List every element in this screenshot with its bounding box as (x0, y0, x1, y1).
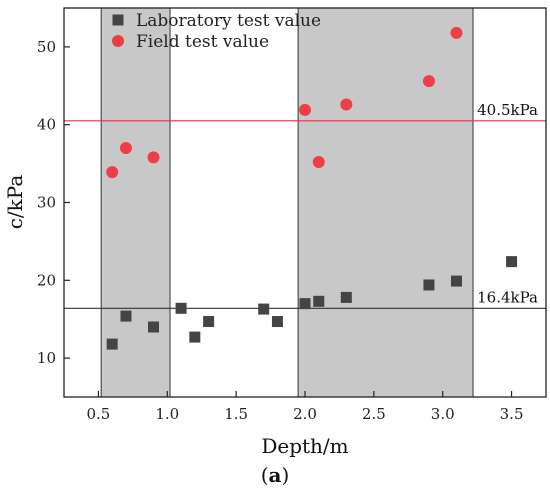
legend-marker-lab-square (112, 14, 124, 26)
reference-line-label-1: 40.5kPa (477, 101, 538, 119)
data-point-field-1 (106, 166, 119, 179)
reference-line-label-2: 16.4kPa (477, 288, 538, 306)
data-point-lab-8 (271, 316, 283, 328)
data-point-lab-1 (106, 338, 118, 350)
caption-close: ) (281, 463, 289, 487)
data-point-field-8 (450, 26, 463, 39)
data-point-lab-14 (506, 256, 518, 268)
caption-open: ( (261, 463, 269, 487)
x-tick-label-1: 0.5 (86, 405, 110, 423)
data-point-lab-6 (203, 316, 215, 328)
data-point-field-2 (119, 142, 132, 155)
legend-label-1: Laboratory test value (136, 11, 321, 31)
data-points (106, 26, 518, 350)
x-axis-title: Depth/m (261, 434, 348, 458)
data-point-lab-10 (313, 295, 325, 307)
shaded-band-2 (297, 7, 474, 398)
x-tick-label-4: 2.0 (293, 405, 317, 423)
y-tick-label-4: 40 (37, 116, 56, 134)
data-point-field-7 (422, 75, 435, 88)
x-tick-label-3: 1.5 (224, 405, 248, 423)
y-axis-ticks: 10 20 30 40 50 (37, 38, 70, 367)
y-tick-label-3: 30 (37, 194, 56, 212)
x-tick-label-5: 2.5 (362, 405, 386, 423)
data-point-lab-13 (450, 275, 462, 287)
data-point-lab-4 (175, 302, 187, 314)
y-tick-label-5: 50 (37, 38, 56, 56)
data-point-field-6 (340, 98, 353, 111)
data-point-lab-9 (299, 298, 311, 310)
x-tick-label-2: 1.0 (155, 405, 179, 423)
figure-caption: (a) (261, 463, 290, 487)
y-tick-label-2: 20 (37, 271, 56, 289)
legend-marker-field-circle (112, 35, 124, 47)
data-point-field-4 (299, 103, 311, 116)
data-point-lab-7 (258, 303, 270, 315)
data-point-lab-11 (340, 291, 352, 303)
y-axis-title: c/kPa (3, 175, 27, 230)
x-axis-ticks: 0.5 1.0 1.5 2.0 2.5 3.0 3.5 (86, 391, 524, 423)
data-point-field-5 (312, 156, 325, 169)
data-point-lab-2 (120, 310, 132, 322)
x-tick-label-6: 3.0 (431, 405, 455, 423)
data-point-field-3 (147, 151, 160, 164)
legend-label-2: Field test value (136, 32, 269, 52)
x-tick-label-7: 3.5 (500, 405, 524, 423)
data-point-lab-5 (189, 331, 201, 343)
data-point-lab-12 (423, 279, 435, 291)
y-tick-label-1: 10 (37, 349, 56, 367)
caption-letter: a (269, 463, 282, 487)
data-point-lab-3 (148, 321, 160, 333)
